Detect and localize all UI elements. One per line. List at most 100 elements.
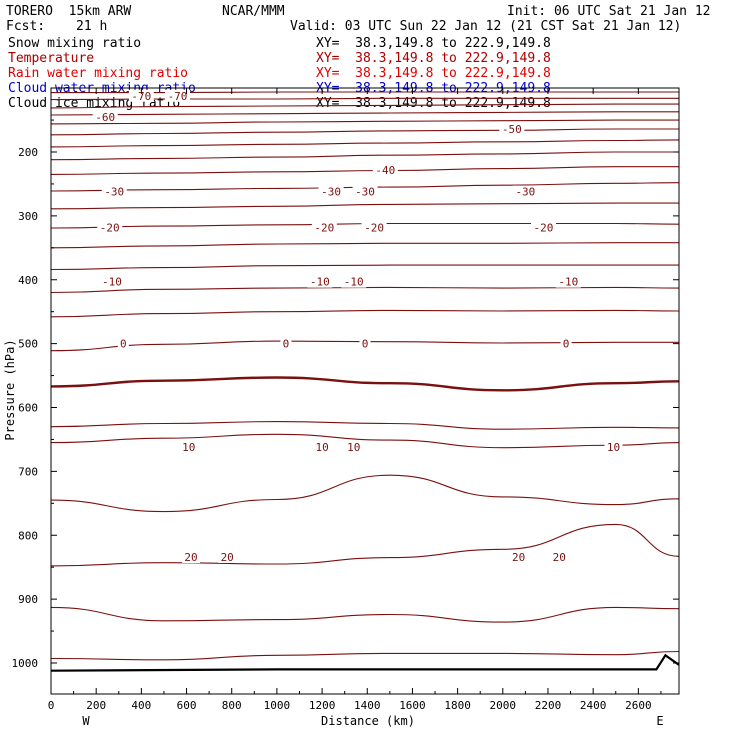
x-tick-label: 2600 (625, 699, 652, 712)
field-cloudice-xy: XY= 38.3,149.8 to 222.9,149.8 (316, 96, 551, 111)
contour-label: -10 (102, 276, 122, 289)
contour-label: 20 (184, 551, 197, 564)
contour-label-background (179, 441, 198, 454)
contour-label-background (604, 441, 623, 454)
contour-label: -20 (534, 221, 554, 234)
contour-label: 0 (362, 338, 369, 351)
contour-label-background (509, 550, 528, 563)
x-tick-label: 800 (222, 699, 242, 712)
x-tick-label: 1800 (444, 699, 471, 712)
contour-label: -30 (321, 186, 341, 199)
contour-label: 20 (221, 551, 234, 564)
x-tick-label: 1600 (399, 699, 426, 712)
contour-label-background (165, 89, 191, 102)
contour-label-background (182, 550, 201, 563)
field-rain-xy: XY= 38.3,149.8 to 222.9,149.8 (316, 66, 551, 81)
contour-label: 0 (283, 338, 290, 351)
contour-label-background (101, 185, 127, 198)
plot-frame (50, 87, 680, 695)
x-tick-label: 2400 (580, 699, 607, 712)
contour-label: -50 (502, 123, 522, 136)
isotherm-line (50, 242, 679, 249)
contour-label-background (512, 185, 538, 198)
isotherm-line (50, 606, 680, 623)
contour-label-background (560, 337, 572, 350)
model-title: TORERO 15km ARW (6, 4, 132, 19)
zero-isotherm-line (50, 376, 680, 392)
x-tick-label: 0 (48, 699, 55, 712)
y-tick-label: 700 (18, 465, 38, 478)
contour-label-background (344, 441, 363, 454)
contour-label-background (359, 337, 371, 350)
isotherm-line (50, 182, 680, 192)
contour-label: -10 (310, 276, 330, 289)
east-end-label: E (656, 714, 663, 728)
isotherm-line (50, 474, 680, 513)
contour-label: -70 (168, 90, 188, 103)
isotherm-line (50, 128, 679, 136)
contour-label: -20 (364, 221, 384, 234)
y-axis-title: Pressure (hPa) (3, 339, 17, 440)
isotherm-line (50, 286, 680, 294)
west-end-label: W (82, 714, 90, 728)
contour-label-background (499, 123, 525, 136)
x-tick-label: 400 (131, 699, 151, 712)
isotherm-line (50, 139, 680, 148)
contour-label: -20 (314, 221, 334, 234)
contour-label-background (311, 221, 337, 234)
x-tick-label: 600 (177, 699, 197, 712)
isotherm-line (50, 151, 679, 161)
contour-label-background (92, 110, 118, 123)
y-tick-label: 800 (18, 529, 38, 542)
contour-label-background (128, 89, 154, 102)
contour-label: -10 (344, 276, 364, 289)
contour-label-background (372, 163, 398, 176)
contour-label: -60 (95, 111, 115, 124)
contour-label-background (218, 550, 237, 563)
contour-label: 0 (563, 338, 570, 351)
y-tick-label: 1000 (12, 657, 39, 670)
isotherm-layer (50, 91, 680, 661)
isotherm-line (51, 91, 679, 94)
field-rain-name: Rain water mixing ratio (8, 66, 189, 81)
x-tick-label: 2200 (535, 699, 562, 712)
y-tick-label: 200 (18, 146, 38, 159)
contour-label: 20 (512, 551, 525, 564)
contour-label-background (117, 337, 129, 350)
isotherm-line (50, 340, 679, 352)
org-label: NCAR/MMM (222, 4, 285, 19)
contour-label: 10 (182, 441, 195, 454)
init-time: Init: 06 UTC Sat 21 Jan 12 (507, 4, 711, 19)
contour-label: 0 (120, 338, 127, 351)
isotherm-line (50, 523, 680, 567)
contour-label: 10 (607, 441, 620, 454)
forecast-label: Fcst: (6, 19, 46, 34)
x-axis-title: Distance (km) (321, 714, 415, 728)
contour-label-background (555, 275, 581, 288)
isotherm-line (50, 103, 679, 109)
contour-label: -70 (131, 90, 151, 103)
valid-time: Valid: 03 UTC Sun 22 Jan 12 (21 CST Sat … (290, 19, 682, 34)
isotherm-line (50, 421, 680, 430)
contour-label: -10 (558, 276, 578, 289)
contour-label: -40 (375, 164, 395, 177)
isotherm-line (50, 97, 679, 101)
contour-label-layer: -70 -70-60-50-40-30 -30 -30 -30-20 -20 -20 -20-… (92, 89, 623, 564)
contour-label-background (318, 185, 344, 198)
contour-label-background (313, 441, 332, 454)
x-tick-label: 1200 (309, 699, 336, 712)
isotherm-line (50, 650, 680, 661)
contour-label: -20 (100, 221, 120, 234)
contour-label-background (530, 221, 556, 234)
y-tick-label: 600 (18, 402, 38, 415)
contour-label-background (352, 185, 378, 198)
isotherm-line (50, 119, 679, 125)
field-temperature-xy: XY= 38.3,149.8 to 222.9,149.8 (316, 51, 551, 66)
contour-label-background (97, 221, 123, 234)
contour-label: -30 (104, 186, 124, 199)
contour-label-background (550, 550, 569, 563)
isotherm-line (50, 309, 680, 318)
y-tick-label: 900 (18, 593, 38, 606)
isotherm-line (50, 433, 680, 449)
x-tick-label: 1400 (354, 699, 381, 712)
